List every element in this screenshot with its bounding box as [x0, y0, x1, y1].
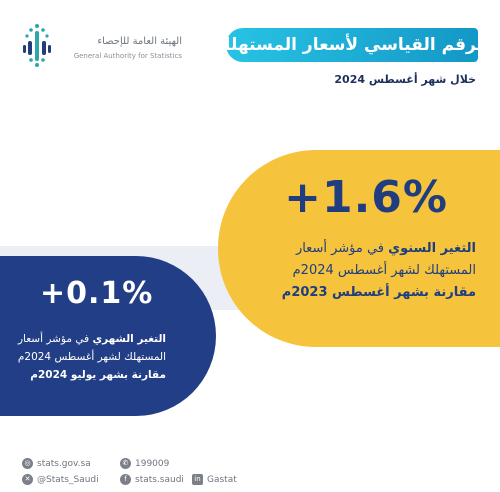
- page-title: الرقم القياسي لأسعار المستهلك: [215, 35, 489, 55]
- monthly-change-line-2: المستهلك لشهر أغسطس 2024م: [17, 351, 166, 363]
- phone-text: 199009: [135, 458, 170, 469]
- facebook-link[interactable]: f stats.saudi: [120, 474, 184, 485]
- logo-name-arabic: الهيئة العامة للإحصاء: [97, 36, 182, 47]
- monthly-change-card: +0.1% التغير الشهري في مؤشر أسعار المسته…: [0, 256, 216, 416]
- annual-change-label-rest: في مؤشر أسعار: [295, 241, 389, 256]
- monthly-change-line-3: مقارنة بشهر يوليو 2024م: [30, 369, 166, 381]
- monthly-change-description: التغير الشهري في مؤشر أسعار المستهلك لشه…: [6, 330, 166, 384]
- monthly-change-line-1: التغير الشهري في مؤشر أسعار: [6, 330, 166, 348]
- annual-change-description: التغير السنوي في مؤشر أسعار المستهلك لشه…: [236, 238, 476, 304]
- x-handle: @Stats_Saudi: [37, 474, 99, 485]
- contact-footer: ◎ stats.gov.sa ✆ 199009 ✕ @Stats_Saudi f…: [22, 458, 282, 492]
- x-icon: ✕: [22, 474, 33, 485]
- globe-icon: ◎: [22, 458, 33, 469]
- title-banner: الرقم القياسي لأسعار المستهلك: [215, 28, 489, 62]
- facebook-icon: f: [120, 474, 131, 485]
- annual-change-line-1: التغير السنوي في مؤشر أسعار: [236, 238, 476, 260]
- monthly-change-label: التغير الشهري: [92, 333, 166, 345]
- annual-change-label: التغير السنوي: [388, 241, 476, 256]
- annual-change-value: +1.6%: [284, 172, 448, 223]
- linkedin-icon: in: [192, 474, 203, 485]
- monthly-change-label-rest: في مؤشر أسعار: [17, 333, 93, 345]
- linkedin-link[interactable]: in Gastat: [192, 474, 237, 485]
- phone-icon: ✆: [120, 458, 131, 469]
- monthly-change-value: +0.1%: [40, 276, 154, 311]
- gastat-logo-mark-icon: [23, 24, 51, 67]
- website-link[interactable]: ◎ stats.gov.sa: [22, 458, 91, 469]
- period-subtitle: خلال شهر أغسطس 2024: [334, 73, 476, 86]
- x-link[interactable]: ✕ @Stats_Saudi: [22, 474, 99, 485]
- annual-change-line-2: المستهلك لشهر أغسطس 2024م: [292, 263, 476, 278]
- facebook-handle: stats.saudi: [135, 474, 184, 485]
- annual-change-line-3: مقارنة بشهر أغسطس 2023م: [281, 285, 476, 300]
- linkedin-handle: Gastat: [207, 474, 237, 485]
- phone-link[interactable]: ✆ 199009: [120, 458, 169, 469]
- gastat-logo: الهيئة العامة للإحصاء General Authority …: [22, 22, 182, 68]
- logo-name-english: General Authority for Statistics: [73, 52, 182, 60]
- website-text: stats.gov.sa: [37, 458, 91, 469]
- annual-change-card: +1.6% التغير السنوي في مؤشر أسعار المسته…: [218, 150, 500, 347]
